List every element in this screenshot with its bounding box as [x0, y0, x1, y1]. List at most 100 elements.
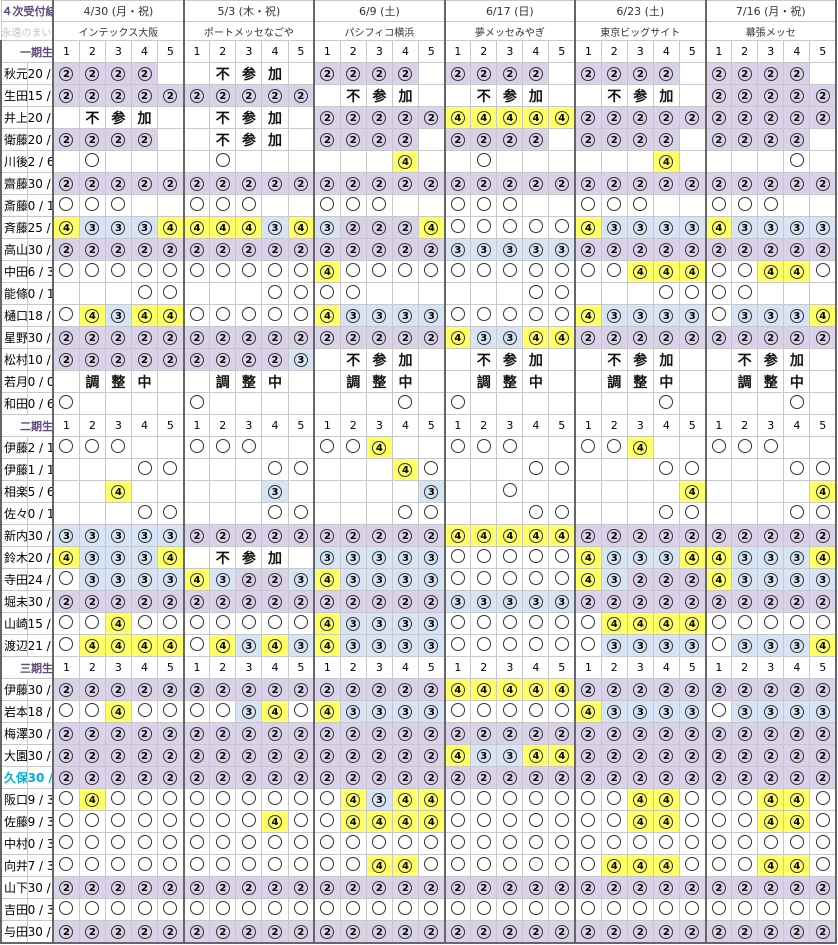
- status-cell: [548, 348, 576, 371]
- result-mark: 3: [685, 308, 700, 323]
- result-mark: 3: [502, 594, 517, 609]
- result-cell: [652, 832, 680, 855]
- result-cell: [52, 260, 80, 283]
- result-mark: 2: [424, 242, 439, 257]
- part-number: 3: [757, 414, 785, 437]
- result-mark: 3: [372, 704, 387, 719]
- result-cell: [652, 502, 680, 525]
- result-cell: 2: [130, 678, 159, 701]
- result-mark: 2: [659, 528, 674, 543]
- result-cell: 3: [496, 590, 524, 613]
- result-mark: 2: [372, 528, 387, 543]
- result-mark: [111, 901, 126, 915]
- status-cell: [809, 370, 838, 393]
- result-cell: [261, 150, 289, 173]
- result-cell: [626, 150, 654, 173]
- result-mark: [581, 615, 596, 629]
- result-mark: 4: [633, 814, 648, 829]
- result-mark: 2: [189, 924, 204, 939]
- result-mark: 2: [789, 770, 804, 785]
- result-mark: 2: [554, 770, 569, 785]
- result-mark: [685, 791, 700, 805]
- result-cell: [104, 832, 132, 855]
- result-mark: [659, 835, 674, 849]
- result-mark: [502, 835, 517, 849]
- result-cell: 2: [104, 766, 132, 789]
- result-mark: 3: [111, 308, 126, 323]
- result-cell: [157, 436, 185, 459]
- part-number: 2: [470, 656, 498, 679]
- result-cell: 4: [157, 546, 185, 569]
- result-cell: [522, 854, 550, 877]
- result-cell: 2: [157, 722, 185, 745]
- status-char: 参: [241, 550, 256, 567]
- result-mark: [554, 263, 569, 277]
- part-number: 5: [157, 414, 185, 437]
- result-mark: 4: [763, 858, 778, 873]
- result-mark: 2: [215, 748, 230, 763]
- result-mark: [189, 197, 204, 211]
- result-mark: 4: [398, 858, 413, 873]
- result-mark: [685, 505, 700, 519]
- result-mark: 2: [737, 176, 752, 191]
- result-mark: [59, 813, 74, 827]
- result-mark: 2: [789, 110, 804, 125]
- result-cell: 3: [391, 304, 420, 327]
- result-mark: 3: [267, 220, 282, 235]
- result-mark: [111, 791, 126, 805]
- result-mark: 4: [215, 220, 230, 235]
- result-cell: 2: [104, 238, 132, 261]
- result-cell: [104, 898, 132, 921]
- part-number: 4: [261, 40, 289, 63]
- result-cell: 2: [339, 326, 367, 349]
- result-cell: 2: [417, 172, 446, 195]
- result-mark: 2: [815, 330, 830, 345]
- result-cell: [261, 898, 289, 921]
- member-count: 30 / 30: [26, 590, 54, 613]
- result-cell: [600, 260, 628, 283]
- result-mark: 3: [372, 572, 387, 587]
- result-mark: 2: [59, 594, 74, 609]
- result-mark: [528, 219, 543, 233]
- part-number: 5: [809, 656, 838, 679]
- result-mark: [450, 307, 465, 321]
- result-cell: [391, 480, 420, 503]
- result-cell: [157, 700, 185, 723]
- result-cell: 2: [313, 920, 341, 944]
- result-cell: [548, 392, 576, 415]
- result-mark: [450, 219, 465, 233]
- result-mark: [215, 813, 230, 827]
- result-cell: [313, 458, 341, 481]
- result-cell: 2: [678, 744, 707, 767]
- result-cell: [548, 700, 576, 723]
- result-cell: [652, 458, 680, 481]
- result-mark: [711, 813, 726, 827]
- result-cell: [287, 832, 315, 855]
- result-cell: [78, 282, 106, 305]
- result-cell: 2: [78, 722, 106, 745]
- result-mark: 4: [685, 616, 700, 631]
- status-char: 加: [267, 550, 282, 567]
- part-number: 4: [783, 40, 811, 63]
- status-cell: [678, 84, 707, 107]
- result-cell: [470, 216, 498, 239]
- status-cell: [182, 546, 211, 569]
- result-cell: [470, 392, 498, 415]
- result-mark: 2: [685, 572, 700, 587]
- result-mark: 2: [607, 924, 622, 939]
- result-cell: 4: [783, 788, 811, 811]
- status-cell: [182, 106, 211, 129]
- result-mark: 4: [763, 814, 778, 829]
- result-mark: 3: [137, 528, 152, 543]
- result-cell: 2: [339, 766, 367, 789]
- result-cell: [417, 128, 446, 151]
- result-cell: [104, 260, 132, 283]
- result-mark: 2: [346, 594, 361, 609]
- result-cell: 2: [104, 590, 132, 613]
- result-mark: [372, 835, 387, 849]
- result-mark: 2: [241, 770, 256, 785]
- member-name: 新内眞衣: [0, 524, 28, 547]
- result-cell: [261, 612, 289, 635]
- part-number: 4: [783, 656, 811, 679]
- status-cell: [548, 370, 576, 393]
